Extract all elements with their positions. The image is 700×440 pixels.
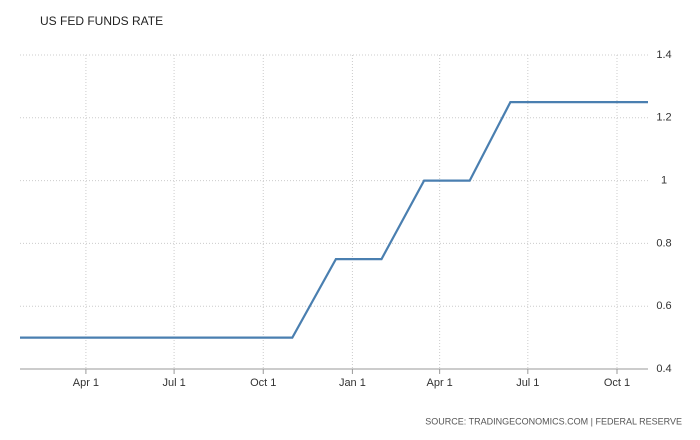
x-tick-label: Jul 1: [516, 377, 539, 389]
y-tick-label: 0.6: [656, 300, 671, 312]
y-tick-label: 0.8: [656, 237, 671, 249]
y-tick-label: 1: [661, 175, 667, 187]
x-tick-label: Oct 1: [604, 377, 630, 389]
y-tick-label: 1.2: [656, 112, 671, 124]
x-tick-label: Oct 1: [250, 377, 276, 389]
x-tick-label: Jan 1: [339, 377, 366, 389]
y-tick-label: 1.4: [656, 49, 671, 61]
data-line: [20, 101, 648, 339]
source-note: SOURCE: TRADINGECONOMICS.COM | FEDERAL R…: [425, 416, 682, 426]
x-tick-label: Jul 1: [162, 377, 185, 389]
x-tick-label: Apr 1: [73, 377, 99, 389]
x-tick-label: Apr 1: [426, 377, 452, 389]
y-tick-label: 0.4: [656, 363, 671, 375]
chart-title: US FED FUNDS RATE: [40, 14, 163, 28]
